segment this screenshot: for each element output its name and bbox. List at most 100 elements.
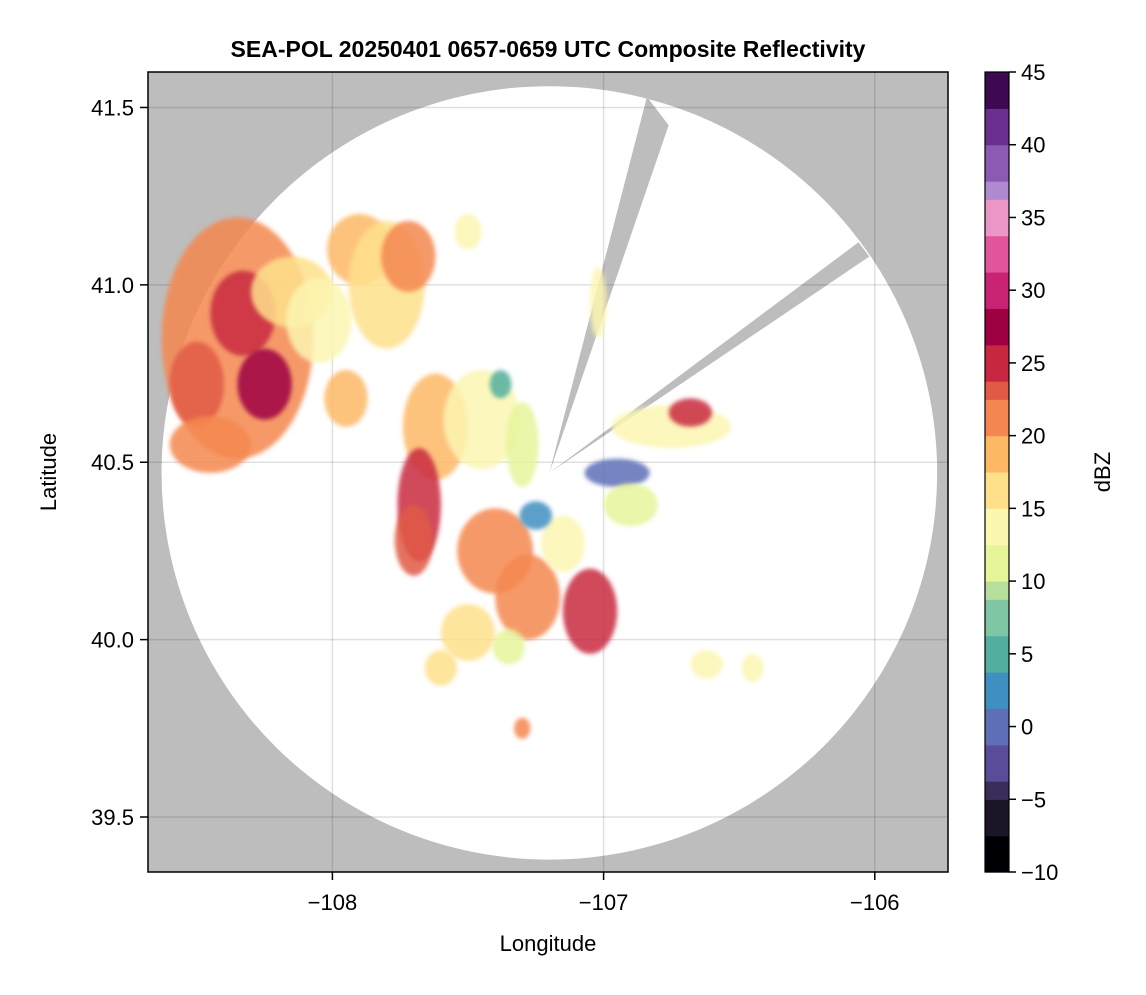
plot-area [148, 72, 948, 872]
echo-cell-10 [324, 370, 368, 427]
y-axis-label: Latitude [36, 433, 61, 511]
colorbar-tick-label: 30 [1021, 278, 1045, 303]
echo-cell-17 [495, 554, 561, 640]
x-tick-label: −108 [308, 890, 358, 915]
colorbar [985, 72, 1009, 873]
colorbar-tick-label: 0 [1021, 715, 1033, 740]
colorbar-tick-label: 10 [1021, 569, 1045, 594]
colorbar-tick-label: −10 [1021, 860, 1058, 885]
colorbar-bin [985, 544, 1009, 564]
echo-cell-20 [519, 501, 553, 530]
colorbar-bin [985, 199, 1009, 219]
colorbar-bin [985, 108, 1009, 128]
x-axis-label: Longitude [500, 931, 597, 956]
colorbar-bin [985, 235, 1009, 255]
y-tick-label: 40.5 [91, 450, 134, 475]
colorbar-tick-label: 25 [1021, 351, 1045, 376]
echo-cell-3 [169, 341, 224, 427]
y-tick-label: 40.0 [91, 628, 134, 653]
colorbar-bin [985, 217, 1009, 237]
colorbar-bin [985, 799, 1009, 819]
colorbar-bin [985, 308, 1009, 328]
colorbar-bin [985, 762, 1009, 782]
y-ticks: 39.5 40.0 40.5 41.0 41.5 [91, 95, 148, 830]
colorbar-bin [985, 562, 1009, 582]
colorbar-bin [985, 472, 1009, 491]
colorbar-bin [985, 490, 1009, 509]
colorbar-bin [985, 272, 1009, 291]
colorbar-bin [985, 781, 1009, 800]
echo-cell-33 [590, 267, 607, 339]
echo-cell-29 [690, 650, 723, 679]
colorbar-bin [985, 744, 1009, 764]
colorbar-label: dBZ [1090, 452, 1115, 492]
colorbar-bin [985, 581, 1009, 600]
colorbar-bin [985, 817, 1009, 837]
colorbar-bin [985, 126, 1009, 146]
colorbar-bin [985, 181, 1009, 200]
colorbar-bin [985, 90, 1009, 109]
y-tick-label: 39.5 [91, 805, 134, 830]
colorbar-bin [985, 653, 1009, 673]
colorbar-bin [985, 362, 1009, 382]
colorbar-bin [985, 381, 1009, 400]
colorbar-bin [985, 344, 1009, 364]
colorbar-ticks: −10 −5 0 5 10 15 20 25 30 35 40 45 [1009, 60, 1058, 885]
echo-cell-31 [514, 717, 531, 739]
echo-cell-21 [440, 604, 496, 661]
echo-cell-32 [454, 213, 482, 250]
echo-cell-13 [394, 504, 433, 576]
blocked-sector-0 [549, 96, 669, 473]
colorbar-bin [985, 72, 1009, 91]
echo-cell-9 [381, 221, 436, 292]
colorbar-bin [985, 162, 1009, 182]
colorbar-tick-label: 45 [1021, 60, 1045, 85]
plot-frame [147, 71, 949, 873]
colorbar-bin [985, 326, 1009, 346]
colorbar-bin [985, 144, 1009, 164]
colorbar-bin [985, 726, 1009, 746]
y-tick-label: 41.5 [91, 95, 134, 120]
echo-cells [161, 213, 764, 739]
colorbar-tick-label: −5 [1021, 787, 1046, 812]
echo-cell-6 [286, 277, 352, 363]
colorbar-bin [985, 508, 1009, 528]
echo-cell-28 [489, 370, 512, 399]
colorbar-bin [985, 253, 1009, 273]
colorbar-bin [985, 617, 1009, 637]
colorbar-tick-label: 5 [1021, 642, 1033, 667]
colorbar-bin [985, 853, 1009, 873]
x-ticks: −108 −107 −106 [308, 872, 900, 915]
colorbar-bin [985, 417, 1009, 437]
colorbar-bin [985, 290, 1009, 309]
x-tick-label: −106 [850, 890, 900, 915]
y-tick-label: 41.0 [91, 273, 134, 298]
colorbar-bin [985, 690, 1009, 709]
echo-cell-27 [603, 483, 658, 527]
echo-cell-19 [541, 515, 585, 573]
colorbar-tick-label: 40 [1021, 133, 1045, 158]
colorbar-bin [985, 435, 1009, 455]
echo-cell-25 [668, 398, 713, 427]
echo-cell-23 [492, 628, 525, 665]
colorbar-frame [984, 71, 1010, 873]
echo-cell-4 [169, 416, 252, 473]
x-tick-label: −107 [579, 890, 629, 915]
colorbar-bin [985, 708, 1009, 728]
echo-cell-22 [424, 650, 458, 686]
colorbar-bin [985, 599, 1009, 619]
colorbar-bin [985, 635, 1009, 655]
colorbar-bin [985, 672, 1009, 691]
radar-coverage [161, 86, 938, 860]
echo-cell-26 [584, 458, 650, 488]
colorbar-bin [985, 526, 1009, 546]
echo-cell-15 [505, 401, 539, 488]
colorbar-bin [985, 835, 1009, 855]
echo-cell-18 [562, 568, 618, 654]
colorbar-tick-label: 20 [1021, 424, 1045, 449]
colorbar-tick-label: 35 [1021, 205, 1045, 230]
echo-cell-2 [237, 348, 292, 420]
colorbar-bin [985, 399, 1009, 419]
